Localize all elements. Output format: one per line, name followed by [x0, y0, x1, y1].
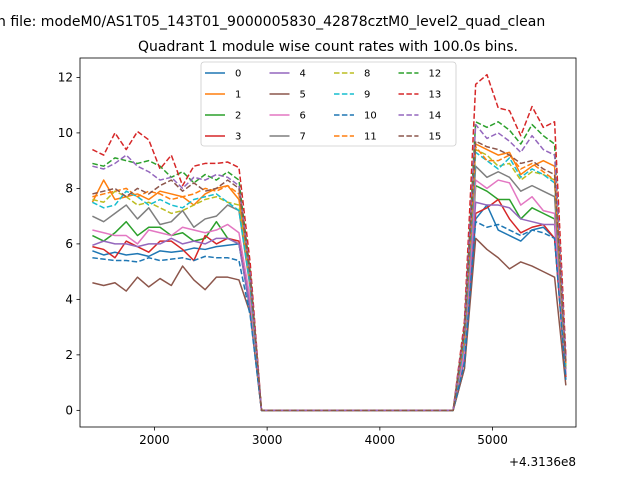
y-tick-label: 0 [65, 403, 73, 417]
legend-label-15: 15 [429, 132, 442, 143]
legend-label-2: 2 [235, 111, 241, 122]
legend-label-5: 5 [300, 90, 306, 101]
y-tick-label: 6 [65, 237, 73, 251]
plot-frame [79, 57, 577, 428]
legend-label-0: 0 [235, 69, 241, 80]
chart-title: Quadrant 1 module wise count rates with … [138, 39, 518, 55]
legend-label-9: 9 [364, 90, 370, 101]
legend-label-10: 10 [364, 111, 377, 122]
figure-suptitle: n file: modeM0/AS1T05_143T01_9000005830_… [0, 14, 545, 30]
legend-label-8: 8 [364, 69, 370, 80]
legend-label-12: 12 [429, 69, 442, 80]
series-line-14 [92, 123, 567, 412]
x-offset-label: +4.3136e8 [509, 455, 576, 469]
series-layer [91, 73, 567, 412]
y-tick-label: 2 [65, 348, 73, 362]
y-tick-label: 8 [65, 181, 73, 195]
legend-label-11: 11 [364, 132, 377, 143]
legend-label-7: 7 [300, 132, 306, 143]
legend-frame [200, 61, 457, 147]
y-tick-label: 12 [58, 70, 73, 84]
legend-label-4: 4 [300, 69, 306, 80]
y-tick-label: 4 [65, 292, 73, 306]
x-tick-label: 4000 [365, 433, 396, 447]
legend-label-1: 1 [235, 90, 241, 101]
series-line-15 [92, 140, 567, 412]
y-tick-label: 10 [58, 126, 73, 140]
legend-label-14: 14 [429, 111, 442, 122]
legend-label-13: 13 [429, 90, 442, 101]
x-tick-label: 5000 [477, 433, 508, 447]
legend-label-3: 3 [235, 132, 241, 143]
legend-label-6: 6 [300, 111, 306, 122]
x-tick-label: 2000 [139, 433, 170, 447]
x-tick-label: 3000 [252, 433, 283, 447]
